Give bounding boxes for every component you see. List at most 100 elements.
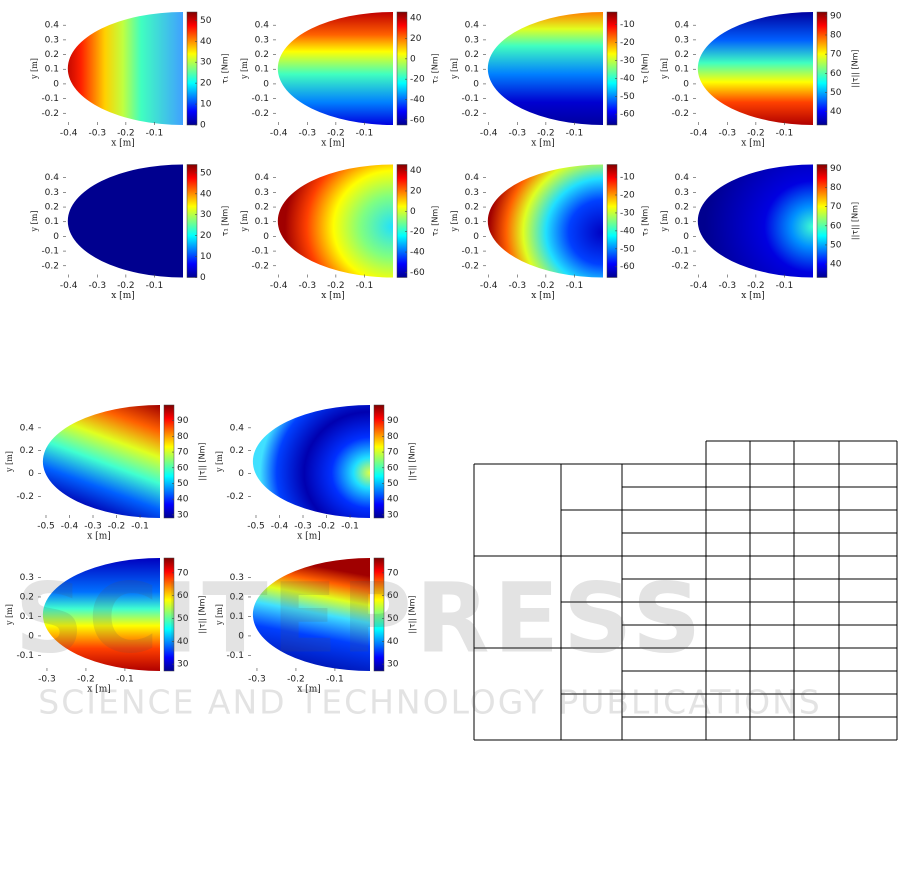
heat-field <box>697 12 813 125</box>
colorbar-tick-label: 40 <box>177 637 189 647</box>
heat-field <box>252 405 370 518</box>
colorbar-tick-label: 10 <box>200 252 212 262</box>
colorbar-tick-label: 90 <box>830 164 842 174</box>
colorbar-tick-label: 70 <box>177 448 189 458</box>
colorbar-label: ||τ|| [Nm] <box>408 595 417 633</box>
y-tick-label: 0 <box>263 232 269 242</box>
y-tick-label: -0.2 <box>461 261 479 271</box>
empty-table <box>473 440 898 741</box>
x-tick-label: -0.3 <box>89 281 107 291</box>
y-axis-label: y [m] <box>215 604 224 626</box>
y-tick-label: -0.2 <box>41 109 59 119</box>
x-tick-label: -0.1 <box>356 281 374 291</box>
y-axis-label: y [m] <box>5 604 14 626</box>
plot-panel: -0.4 -0.3 -0.2 -0.1 -0.2 -0.1 0 0.1 0.2 0.3 0.4 x [… <box>660 164 860 301</box>
colorbar-tick-label: 70 <box>830 50 842 60</box>
y-axis-label: y [m] <box>660 211 669 233</box>
y-tick-label: 0.4 <box>465 21 480 31</box>
y-tick-label: 0.2 <box>255 203 269 213</box>
x-tick-label: -0.5 <box>247 522 265 532</box>
colorbar-tick-label: -20 <box>410 75 425 85</box>
colorbar-tick-label: 40 <box>177 495 189 505</box>
y-tick-label: 0.4 <box>255 21 270 31</box>
x-tick-label: -0.2 <box>537 281 555 291</box>
x-tick-label: -0.3 <box>248 675 266 685</box>
y-tick-label: -0.2 <box>671 109 689 119</box>
colorbar-tick-label: 40 <box>410 14 422 24</box>
x-tick-label: -0.2 <box>327 129 345 139</box>
y-tick-label: 0.1 <box>465 217 479 227</box>
colorbar-tick-label: 0 <box>410 207 416 217</box>
y-tick-label: 0 <box>683 232 689 242</box>
colorbar-label: ||τ|| [Nm] <box>851 202 860 240</box>
y-tick-label: 0.2 <box>230 446 244 456</box>
y-tick-label: 0.2 <box>20 592 34 602</box>
colorbar-tick-label: 70 <box>387 448 399 458</box>
x-tick-label: -0.2 <box>117 281 135 291</box>
x-tick-label: -0.4 <box>480 129 498 139</box>
x-axis-label: x [m] <box>111 291 135 301</box>
y-tick-label: -0.2 <box>671 261 689 271</box>
colorbar <box>396 164 408 278</box>
colorbar-label: ||τ|| [Nm] <box>198 595 207 633</box>
x-tick-label: -0.4 <box>61 522 79 532</box>
plot-panel: -0.4 -0.3 -0.2 -0.1 -0.2 -0.1 0 0.1 0.2 0.3 0.4 x [… <box>450 11 650 149</box>
x-tick-label: -0.1 <box>146 129 164 139</box>
x-tick-label: -0.4 <box>60 129 78 139</box>
colorbar <box>606 11 618 126</box>
y-tick-label: 0.2 <box>45 50 59 60</box>
y-axis-label: y [m] <box>5 451 14 473</box>
colorbar-tick-label: 90 <box>387 416 399 426</box>
y-tick-label: 0.4 <box>45 173 60 183</box>
x-tick-label: -0.2 <box>747 281 765 291</box>
y-tick-label: 0.3 <box>45 35 59 45</box>
x-axis-label: x [m] <box>531 291 555 301</box>
y-tick-label: 0.3 <box>465 35 479 45</box>
x-tick-label: -0.2 <box>108 522 126 532</box>
x-tick-label: -0.4 <box>690 281 708 291</box>
y-tick-label: 0.1 <box>255 65 269 75</box>
x-axis-label: x [m] <box>111 139 135 149</box>
y-tick-label: -0.1 <box>41 94 59 104</box>
y-tick-label: -0.1 <box>671 247 689 257</box>
x-tick-label: -0.1 <box>776 129 794 139</box>
colorbar <box>816 11 828 126</box>
plot-panel: -0.4 -0.3 -0.2 -0.1 -0.2 -0.1 0 0.1 0.2 0.3 0.4 x [… <box>240 11 440 149</box>
colorbar <box>163 557 175 672</box>
colorbar-tick-label: 60 <box>177 463 189 473</box>
colorbar-tick-label: 60 <box>387 463 399 473</box>
y-tick-label: 0.1 <box>675 217 689 227</box>
colorbar <box>186 11 198 126</box>
x-tick-label: -0.4 <box>690 129 708 139</box>
colorbar-tick-label: 40 <box>830 107 842 117</box>
colorbar-tick-label: 90 <box>177 416 189 426</box>
colorbar <box>373 557 385 672</box>
colorbar-tick-label: -60 <box>620 110 635 120</box>
x-tick-label: -0.4 <box>271 522 289 532</box>
colorbar-tick-label: -40 <box>410 95 425 105</box>
x-axis-label: x [m] <box>297 685 321 695</box>
y-tick-label: 0 <box>473 232 479 242</box>
plot-panel: -0.4 -0.3 -0.2 -0.1 -0.2 -0.1 0 0.1 0.2 0.3 0.4 x [… <box>660 11 860 148</box>
y-tick-label: 0.4 <box>675 21 690 31</box>
y-tick-label: 0.1 <box>45 65 59 75</box>
y-tick-label: 0 <box>28 631 34 641</box>
y-tick-label: 0 <box>683 79 689 89</box>
colorbar-tick-label: -50 <box>620 244 635 254</box>
x-tick-label: -0.2 <box>537 129 555 139</box>
y-tick-label: 0.2 <box>675 203 689 213</box>
y-tick-label: -0.2 <box>251 261 269 271</box>
colorbar-tick-label: 80 <box>387 432 399 442</box>
colorbar-tick-label: -40 <box>410 248 425 258</box>
colorbar-tick-label: -20 <box>410 227 425 237</box>
x-axis-label: x [m] <box>741 139 765 149</box>
y-tick-label: 0.3 <box>255 188 269 198</box>
x-tick-label: -0.1 <box>566 281 584 291</box>
y-tick-label: 0 <box>473 79 479 89</box>
colorbar-tick-label: 0 <box>200 273 206 283</box>
colorbar-label: ||τ|| [Nm] <box>198 442 207 480</box>
y-tick-label: 0.1 <box>675 65 689 75</box>
y-tick-label: 0.3 <box>20 573 34 583</box>
colorbar-tick-label: 70 <box>830 202 842 212</box>
colorbar <box>186 164 198 278</box>
